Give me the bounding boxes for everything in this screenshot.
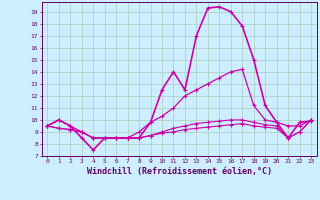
X-axis label: Windchill (Refroidissement éolien,°C): Windchill (Refroidissement éolien,°C): [87, 167, 272, 176]
